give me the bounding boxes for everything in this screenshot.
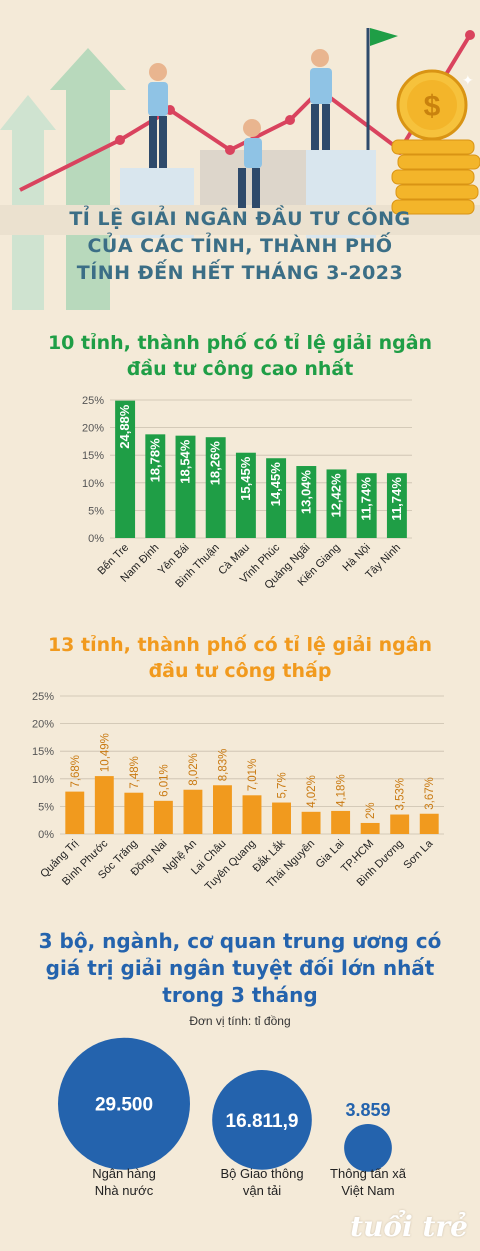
data-label: 8,02% bbox=[188, 753, 200, 786]
data-label: 8,83% bbox=[217, 749, 229, 782]
bar bbox=[356, 473, 377, 538]
y-tick-label: 10% bbox=[32, 774, 54, 786]
bubble-value: 16.811,9 bbox=[226, 1111, 299, 1132]
section3-title-line-1: 3 bộ, ngành, cơ quan trung ương có bbox=[38, 929, 442, 953]
data-label: 5,7% bbox=[277, 772, 289, 798]
data-label: 6,01% bbox=[158, 764, 170, 797]
bubble bbox=[212, 1070, 312, 1170]
bar bbox=[419, 813, 439, 834]
section-title-top-10: 10 tỉnh, thành phố có tỉ lệ giải ngân đầ… bbox=[0, 330, 480, 382]
bubble-value: 3.859 bbox=[345, 1100, 390, 1120]
section3-title-line-3: trong 3 tháng bbox=[162, 983, 318, 1007]
title-line-1: TỈ LỆ GIẢI NGÂN ĐẦU TƯ CÔNG bbox=[69, 208, 411, 230]
category-label: Sơn La bbox=[401, 837, 436, 872]
svg-text:✦: ✦ bbox=[462, 72, 474, 88]
data-label: 14,45% bbox=[268, 462, 283, 507]
bar bbox=[360, 822, 380, 834]
bar bbox=[331, 810, 351, 834]
bar bbox=[115, 400, 136, 538]
bubble-category-label: Bộ Giao thông bbox=[220, 1166, 303, 1181]
bubble-category-label: Ngân hàng bbox=[92, 1166, 156, 1181]
y-tick-label: 15% bbox=[32, 746, 54, 758]
page-title: TỈ LỆ GIẢI NGÂN ĐẦU TƯ CÔNG CỦA CÁC TỈNH… bbox=[0, 206, 480, 287]
y-tick-label: 5% bbox=[38, 801, 54, 813]
bar bbox=[213, 785, 232, 834]
data-label: 18,26% bbox=[208, 441, 223, 486]
bubble-value: 29.500 bbox=[95, 1095, 153, 1116]
section2-title-line-2: đầu tư công thấp bbox=[148, 660, 332, 682]
y-tick-label: 25% bbox=[82, 395, 104, 407]
chart-agency-bubbles: 29.500 Ngân hàng Nhà nước 16.811,9 Bộ Giao t… bbox=[58, 1037, 407, 1198]
data-label: 24,88% bbox=[117, 404, 132, 449]
bar bbox=[124, 792, 144, 834]
section1-title-line-2: đầu tư công cao nhất bbox=[126, 358, 354, 380]
tuoitre-logo: tuổi trẻ bbox=[350, 1210, 468, 1243]
data-label: 3,53% bbox=[395, 778, 407, 811]
section1-title-line-1: 10 tỉnh, thành phố có tỉ lệ giải ngân bbox=[47, 332, 433, 354]
section2-title-line-1: 13 tỉnh, thành phố có tỉ lệ giải ngân bbox=[47, 634, 433, 656]
bar bbox=[326, 469, 347, 538]
y-tick-label: 5% bbox=[88, 505, 104, 517]
data-label: 11,74% bbox=[389, 477, 404, 521]
bubble-category-label: vận tải bbox=[243, 1183, 281, 1198]
bubble-category-label: Thông tấn xã bbox=[330, 1166, 407, 1181]
y-tick-label: 0% bbox=[88, 533, 104, 545]
section-title-low-13: 13 tỉnh, thành phố có tỉ lệ giải ngân đầ… bbox=[0, 632, 480, 684]
bubble-category-label: Nhà nước bbox=[95, 1183, 154, 1198]
bar bbox=[266, 458, 287, 538]
y-tick-label: 25% bbox=[32, 691, 54, 703]
bar bbox=[235, 452, 256, 538]
bar bbox=[205, 437, 226, 538]
data-label: 7,68% bbox=[70, 755, 82, 788]
bar bbox=[153, 800, 173, 834]
hero-illustration: $ ✦ bbox=[0, 0, 480, 310]
data-label: 2% bbox=[365, 802, 377, 819]
y-tick-label: 20% bbox=[82, 423, 104, 435]
y-tick-label: 20% bbox=[32, 719, 54, 731]
svg-text:$: $ bbox=[424, 90, 441, 123]
bar bbox=[183, 789, 203, 834]
y-tick-label: 15% bbox=[82, 450, 104, 462]
data-label: 10,49% bbox=[99, 733, 111, 772]
data-label: 13,04% bbox=[298, 470, 313, 515]
data-label: 18,54% bbox=[178, 439, 193, 484]
bar bbox=[390, 814, 410, 834]
section3-title-line-2: giá trị giải ngân tuyệt đối lớn nhất bbox=[45, 956, 435, 980]
bubble bbox=[344, 1123, 392, 1172]
unit-label: Đơn vị tính: tỉ đồng bbox=[189, 1014, 291, 1028]
data-label: 4,02% bbox=[306, 775, 318, 808]
title-line-3: TÍNH ĐẾN HẾT THÁNG 3-2023 bbox=[76, 262, 404, 284]
data-label: 11,74% bbox=[359, 477, 374, 521]
bubble bbox=[58, 1037, 190, 1170]
bar bbox=[175, 435, 196, 538]
bar bbox=[386, 473, 407, 538]
bar bbox=[301, 811, 321, 834]
bar bbox=[296, 466, 317, 538]
y-tick-label: 0% bbox=[38, 829, 54, 841]
title-line-2: CỦA CÁC TỈNH, THÀNH PHỐ bbox=[87, 235, 393, 257]
section-title-agencies: 3 bộ, ngành, cơ quan trung ương có giá t… bbox=[0, 928, 480, 1009]
data-label: 15,45% bbox=[238, 456, 253, 501]
bubble-category-label: Việt Nam bbox=[341, 1183, 394, 1198]
bar bbox=[272, 802, 291, 834]
bar bbox=[94, 776, 114, 834]
data-label: 12,42% bbox=[329, 473, 344, 518]
bar bbox=[145, 434, 166, 538]
bar bbox=[65, 791, 85, 834]
data-label: 4,18% bbox=[336, 774, 348, 807]
bar bbox=[242, 795, 262, 834]
data-label: 18,78% bbox=[147, 438, 162, 483]
data-label: 7,48% bbox=[129, 756, 141, 789]
data-label: 7,01% bbox=[247, 759, 259, 792]
y-tick-label: 10% bbox=[82, 478, 104, 490]
data-label: 3,67% bbox=[424, 777, 436, 810]
chart-low-disbursement: 0%5%10%15%20%25%7,68%Quảng Trị10,49%Bình… bbox=[32, 691, 444, 893]
